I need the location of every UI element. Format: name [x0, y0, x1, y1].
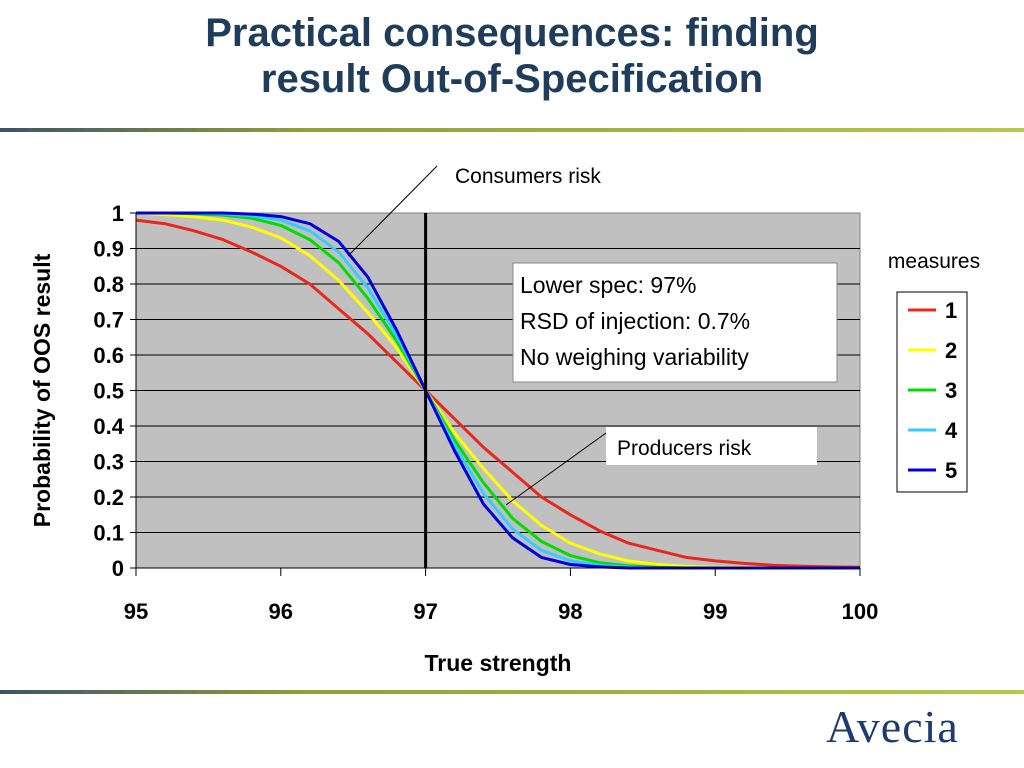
producers-risk-label: Producers risk — [617, 437, 752, 460]
spec-info-line: No weighing variability — [520, 344, 749, 370]
y-tick-label: 0.2 — [93, 485, 124, 510]
legend-label-5: 5 — [945, 458, 957, 483]
x-axis-title: True strength — [425, 650, 572, 676]
y-tick-label: 0 — [112, 556, 124, 581]
consumers-risk-pointer — [347, 165, 438, 257]
x-tick-label: 97 — [413, 599, 437, 624]
spec-info-line: Lower spec: 97% — [520, 272, 696, 298]
y-tick-label: 1 — [112, 201, 124, 226]
annotations: Lower spec: 97% RSD of injection: 0.7% No … — [347, 165, 838, 506]
y-tick-label: 0.8 — [93, 272, 124, 297]
legend-label-1: 1 — [945, 298, 957, 323]
slide-title-line-1: Practical consequences: finding — [205, 11, 819, 55]
oos-probability-chart: 0 0.1 0.2 0.3 0.4 0.5 0.6 0.7 0.8 0.9 1 95 96 97 98 99 1… — [29, 165, 980, 676]
y-tick-label: 0.9 — [93, 237, 124, 262]
y-tick-label: 0.5 — [93, 379, 124, 404]
spec-info-line: RSD of injection: 0.7% — [520, 308, 750, 334]
y-tick-label: 0.1 — [93, 521, 124, 546]
legend-label-2: 2 — [945, 338, 957, 363]
y-tick-label: 0.6 — [93, 343, 124, 368]
legend-title: measures — [888, 250, 980, 273]
x-tick-label: 100 — [842, 599, 879, 624]
slide-title: Practical consequences: finding result O… — [0, 10, 1024, 102]
y-tick-label: 0.7 — [93, 308, 124, 333]
top-divider — [0, 128, 1024, 132]
producers-risk-box — [606, 427, 817, 465]
producers-risk-pointer — [505, 432, 607, 506]
axes: 0 0.1 0.2 0.3 0.4 0.5 0.6 0.7 0.8 0.9 1 95 96 97 98 99 1… — [29, 201, 878, 676]
x-tick-label: 98 — [558, 599, 582, 624]
consumers-risk-label: Consumers risk — [455, 165, 601, 188]
legend: measures 1 2 3 4 5 — [888, 250, 980, 493]
y-tick-label: 0.3 — [93, 450, 124, 475]
legend-label-3: 3 — [945, 378, 957, 403]
y-axis-title: Probability of OOS result — [29, 253, 55, 527]
series-line-1 — [135, 218, 861, 569]
x-tick-label: 95 — [124, 599, 148, 624]
x-tick-label: 96 — [269, 599, 293, 624]
y-tick-label: 0.4 — [93, 414, 124, 439]
legend-box — [896, 291, 968, 493]
slide-title-line-2: result Out-of-Specification — [260, 57, 764, 101]
spec-info-box — [512, 262, 838, 383]
avecia-logo: Avecia — [826, 701, 959, 752]
x-tick-label: 99 — [703, 599, 727, 624]
legend-label-4: 4 — [945, 418, 958, 443]
bottom-divider — [0, 690, 1024, 694]
